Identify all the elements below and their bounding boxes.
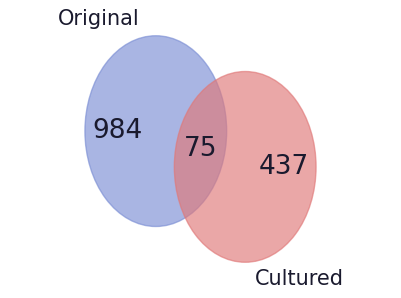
Text: 75: 75: [184, 136, 217, 162]
Text: Cultured: Cultured: [255, 269, 344, 289]
Text: 984: 984: [92, 118, 142, 144]
Ellipse shape: [85, 36, 227, 226]
Text: 437: 437: [259, 154, 309, 180]
Ellipse shape: [174, 72, 316, 262]
Text: Original: Original: [57, 9, 139, 29]
